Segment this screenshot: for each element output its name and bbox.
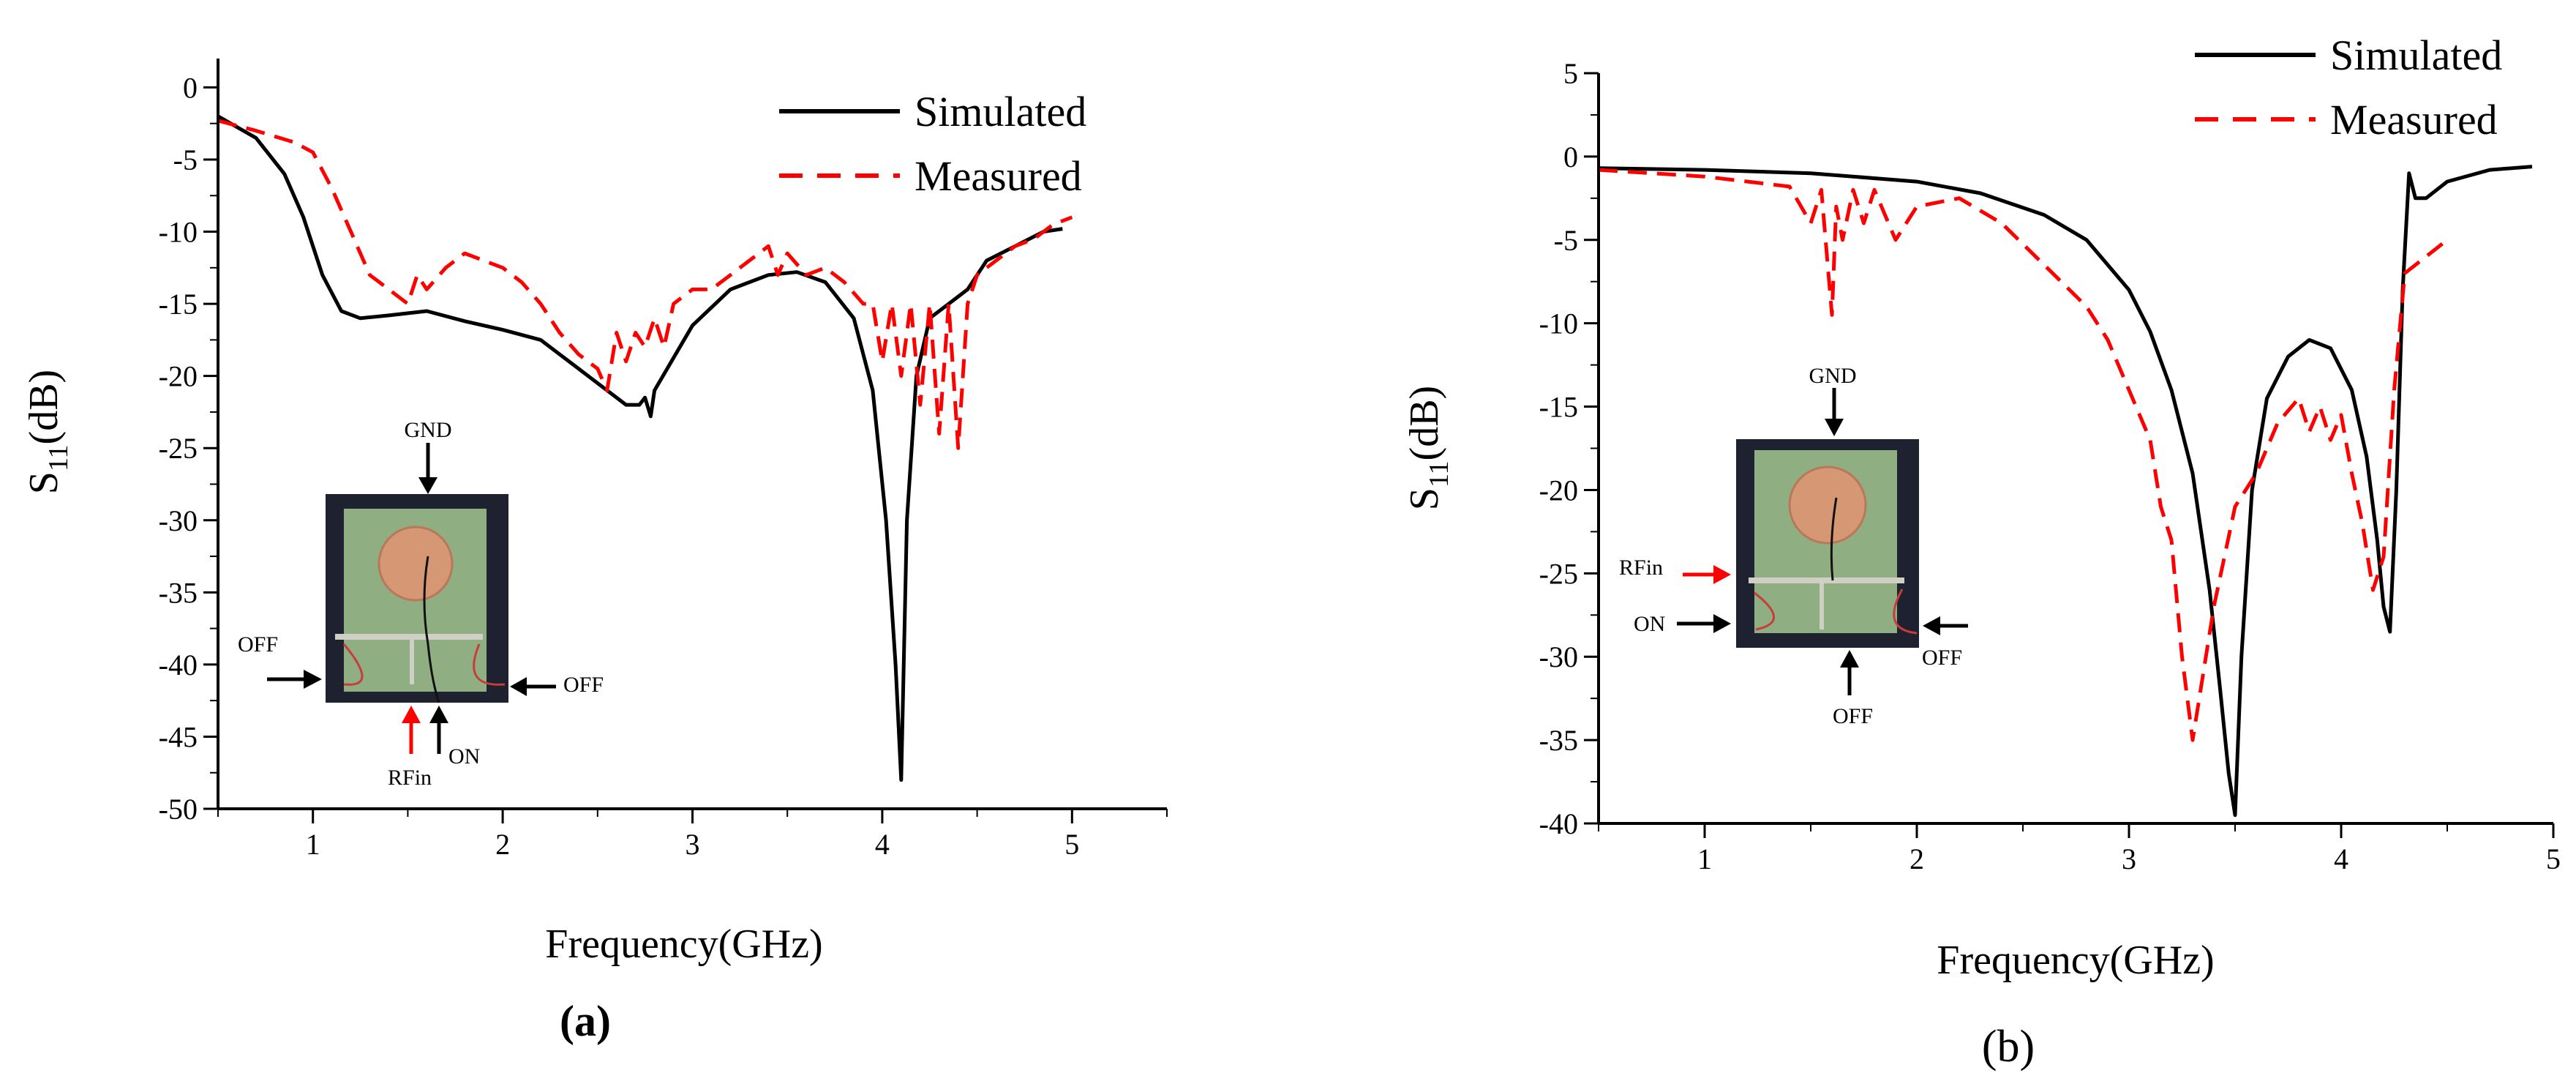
inset-photo-a: GND OFF OFF RFin ON: [238, 418, 604, 790]
inset-label-gnd-a: GND: [405, 418, 452, 442]
y-tick-label-b: -30: [1539, 640, 1578, 673]
panel-label-a: (a): [560, 997, 611, 1045]
x-tick-label-b: 3: [2122, 842, 2136, 875]
series-simulated-line-a: [217, 114, 1063, 782]
inset-label-off-left-a: OFF: [238, 632, 278, 657]
arrowhead-off-bottom-b: [1840, 650, 1859, 668]
x-tick-label-a: 1: [306, 828, 320, 861]
inset-wire-center-b: [1830, 497, 1838, 581]
y-tick-label-a: -5: [173, 143, 198, 176]
x-tick-label-a: 3: [686, 828, 700, 861]
y-tick-label-b: -5: [1554, 224, 1578, 257]
arrowhead-rfin-b: [1713, 565, 1731, 584]
x-axis-title-b: Frequency(GHz): [1937, 938, 2214, 983]
chart-panel-a: 0 -5 -10 -15 -20 -25 -30 -35 -40 -45 -50 1 2 3 4 5 Freq…: [21, 59, 1168, 1045]
y-tick-label-b: 0: [1563, 141, 1578, 173]
y-tick-label-a: -40: [159, 648, 198, 681]
y-tick-label-a: 0: [183, 71, 198, 104]
series-measured-line-b: [1598, 168, 2449, 742]
y-tick-label-b: -25: [1539, 557, 1578, 590]
y-tick-label-a: -35: [159, 576, 198, 609]
arrowhead-off-left-a: [304, 670, 322, 689]
y-axis-title-b: S11(dB): [1402, 386, 1454, 510]
inset-label-off-bottom-b: OFF: [1833, 704, 1873, 728]
y-tick-label-b: -20: [1539, 474, 1578, 507]
y-tick-label-b: -10: [1539, 307, 1578, 340]
y-tick-label-a: -50: [159, 793, 198, 826]
series-measured-line-a: [217, 119, 1073, 450]
y-tick-label-a: -25: [159, 432, 198, 465]
legend-label-simulated-b: Simulated: [2330, 31, 2502, 79]
y-tick-label-a: -30: [159, 504, 198, 537]
arrowhead-gnd-b: [1825, 419, 1844, 436]
series-simulated-line-b: [1598, 165, 2533, 818]
x-tick-label-b: 4: [2334, 842, 2348, 875]
inset-patch-b: [1788, 466, 1867, 545]
inset-wire-left-b: [1754, 591, 1775, 631]
arrowhead-on-b: [1713, 614, 1731, 633]
inset-wire-right-a: [473, 643, 506, 686]
y-tick-label-a: -20: [159, 360, 198, 393]
inset-wire-left-a: [342, 643, 364, 686]
y-tick-label-a: -10: [159, 216, 198, 249]
y-tick-label-b: 5: [1563, 57, 1578, 90]
legend-label-simulated-a: Simulated: [915, 88, 1086, 135]
inset-wire-right-b: [1893, 588, 1918, 635]
inset-label-on-a: ON: [448, 744, 480, 769]
arrowhead-off-right-a: [510, 677, 527, 696]
inset-patch-a: [378, 526, 454, 602]
chart-panel-b: 5 0 -5 -10 -15 -20 -25 -30 -35 -40 1 2 3 4 5 Frequency…: [1402, 31, 2561, 1072]
inset-photo-b: GND RFin ON OFF OFF: [1619, 364, 1968, 728]
y-tick-label-b: -35: [1539, 724, 1578, 757]
inset-label-rfin-b: RFin: [1619, 556, 1663, 580]
arrowhead-off-right-b: [1923, 616, 1940, 635]
inset-label-off-right-b: OFF: [1922, 646, 1962, 670]
inset-wire-center-a: [423, 556, 440, 703]
arrowhead-on-a: [429, 706, 448, 723]
arrowhead-rfin-a: [402, 706, 421, 723]
x-tick-label-a: 2: [495, 828, 510, 861]
x-tick-label-b: 2: [1910, 842, 1924, 875]
inset-label-on-b: ON: [1634, 612, 1665, 636]
x-axis-title-a: Frequency(GHz): [545, 922, 822, 967]
y-tick-label-b: -40: [1539, 807, 1578, 840]
legend-b: Simulated Measured: [2195, 31, 2502, 143]
legend-label-measured-a: Measured: [915, 152, 1082, 200]
inset-label-gnd-b: GND: [1809, 364, 1857, 388]
x-tick-label-b: 5: [2546, 842, 2561, 875]
arrowhead-gnd-a: [418, 477, 438, 494]
x-tick-label-a: 4: [875, 828, 890, 861]
inset-label-off-right-a: OFF: [563, 673, 604, 697]
y-tick-label-a: -15: [159, 288, 198, 321]
y-tick-label-a: -45: [159, 720, 198, 753]
y-axis-title-a: S11(dB): [21, 370, 74, 494]
inset-label-rfin-a: RFin: [388, 766, 432, 790]
x-tick-label-a: 5: [1064, 828, 1079, 861]
panel-label-b: (b): [1982, 1022, 2035, 1072]
y-tick-label-b: -15: [1539, 391, 1578, 424]
legend-label-measured-b: Measured: [2330, 96, 2498, 143]
x-tick-label-b: 1: [1697, 842, 1712, 875]
legend-a: Simulated Measured: [779, 88, 1086, 200]
